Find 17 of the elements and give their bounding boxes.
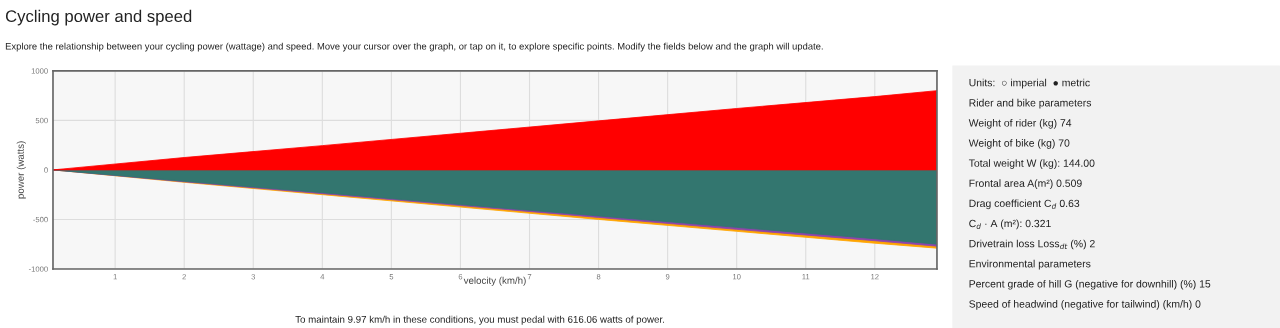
y-axis-title: power (watts) [16, 141, 26, 199]
text: Frontal area A(m²) 0.509 [969, 179, 1082, 190]
text: Environmental parameters [969, 259, 1091, 270]
x-axis-title: velocity (km/h) [463, 276, 526, 286]
text: Weight of bike (kg) 70 [968, 139, 1070, 149]
chart-subtitle: Explore the relationship between your cycling power (wattage) and speed. Move your cursor over the graph, or tap on it, to explore specific points. Modify the fields below and the graph will update. [5, 42, 823, 52]
text: Total weight W (kg): 144.00 [968, 159, 1095, 169]
chart-title: Cycling power and speed [5, 9, 192, 26]
text: Rider and bike parameters [969, 98, 1092, 109]
text: Drag coefficient C$_{d}$ 0.63 [969, 199, 1080, 210]
text: Percent grade of hill G (negative for downhill) (%) 15 [969, 279, 1211, 290]
text: Speed of headwind (negative for tailwind) (km/h) 0 [969, 300, 1201, 310]
text: Units: ○ imperial ● metric [969, 78, 1090, 89]
text: C$_{d}$ · A (m²): 0.321 [969, 219, 1051, 230]
text: To maintain 9.97 km/h in these conditions, you must pedal with 616.06 watts of power. [295, 315, 664, 325]
text: Drivetrain loss Loss$_{dt}$ (%) 2 [969, 239, 1095, 250]
text: Weight of rider (kg) 74 [968, 118, 1072, 129]
